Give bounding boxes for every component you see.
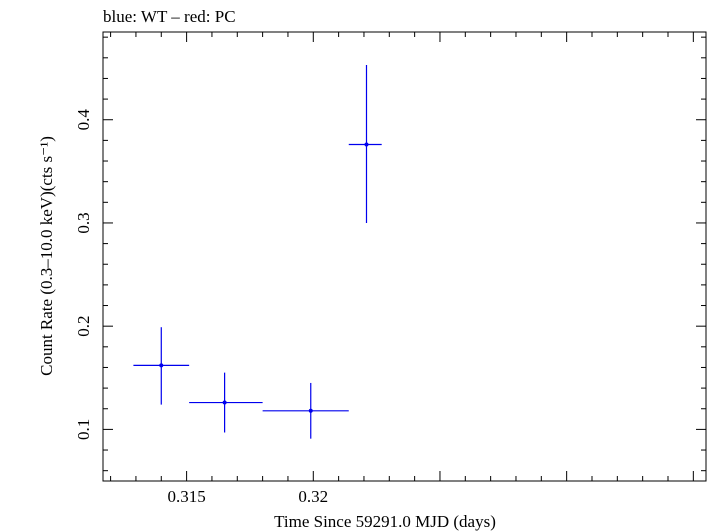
data-marker — [159, 363, 164, 368]
y-tick-label: 0.1 — [74, 419, 93, 440]
data-point — [133, 327, 190, 405]
plot-frame — [102, 31, 707, 482]
data-point — [189, 372, 263, 433]
axis-tick-labels: 0.315 0.32 0.1 0.2 0.3 0.4 — [74, 109, 328, 506]
x-axis-label: Time Since 59291.0 MJD (days) — [274, 512, 496, 531]
data-points — [133, 65, 382, 439]
chart-title: blue: WT – red: PC — [103, 7, 236, 26]
data-marker — [364, 142, 369, 147]
y-axis-label: Count Rate (0.3–10.0 keV)(cts s⁻¹) — [37, 136, 56, 376]
axis-ticks — [103, 32, 706, 481]
y-tick-label: 0.3 — [74, 212, 93, 233]
y-tick-label: 0.2 — [74, 316, 93, 337]
x-tick-label: 0.32 — [298, 487, 328, 506]
data-point — [262, 382, 349, 439]
data-point — [348, 65, 382, 223]
y-tick-label: 0.4 — [74, 109, 93, 131]
data-marker — [222, 400, 227, 405]
data-marker — [308, 408, 313, 413]
x-tick-label: 0.315 — [167, 487, 205, 506]
